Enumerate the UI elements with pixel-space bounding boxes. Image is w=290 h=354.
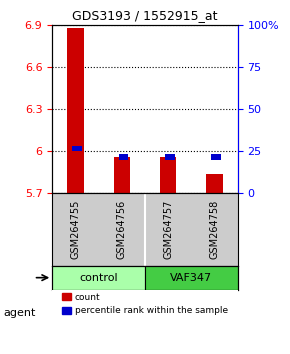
Bar — [72, 145, 82, 151]
Text: control: control — [79, 273, 118, 282]
Bar — [160, 157, 176, 193]
Bar — [114, 157, 130, 193]
Text: VAF347: VAF347 — [170, 273, 213, 282]
FancyBboxPatch shape — [145, 266, 238, 290]
Text: GSM264755: GSM264755 — [70, 200, 80, 259]
Bar — [165, 154, 175, 160]
Bar — [211, 154, 221, 160]
Bar — [67, 28, 84, 193]
Title: GDS3193 / 1552915_at: GDS3193 / 1552915_at — [72, 9, 218, 22]
Text: GSM264758: GSM264758 — [210, 200, 220, 259]
Bar — [206, 174, 223, 193]
Bar — [119, 154, 128, 160]
FancyBboxPatch shape — [52, 266, 145, 290]
Text: GSM264757: GSM264757 — [163, 200, 173, 259]
Legend: count, percentile rank within the sample: count, percentile rank within the sample — [59, 289, 231, 319]
Text: agent: agent — [3, 308, 35, 318]
Text: GSM264756: GSM264756 — [117, 200, 127, 259]
